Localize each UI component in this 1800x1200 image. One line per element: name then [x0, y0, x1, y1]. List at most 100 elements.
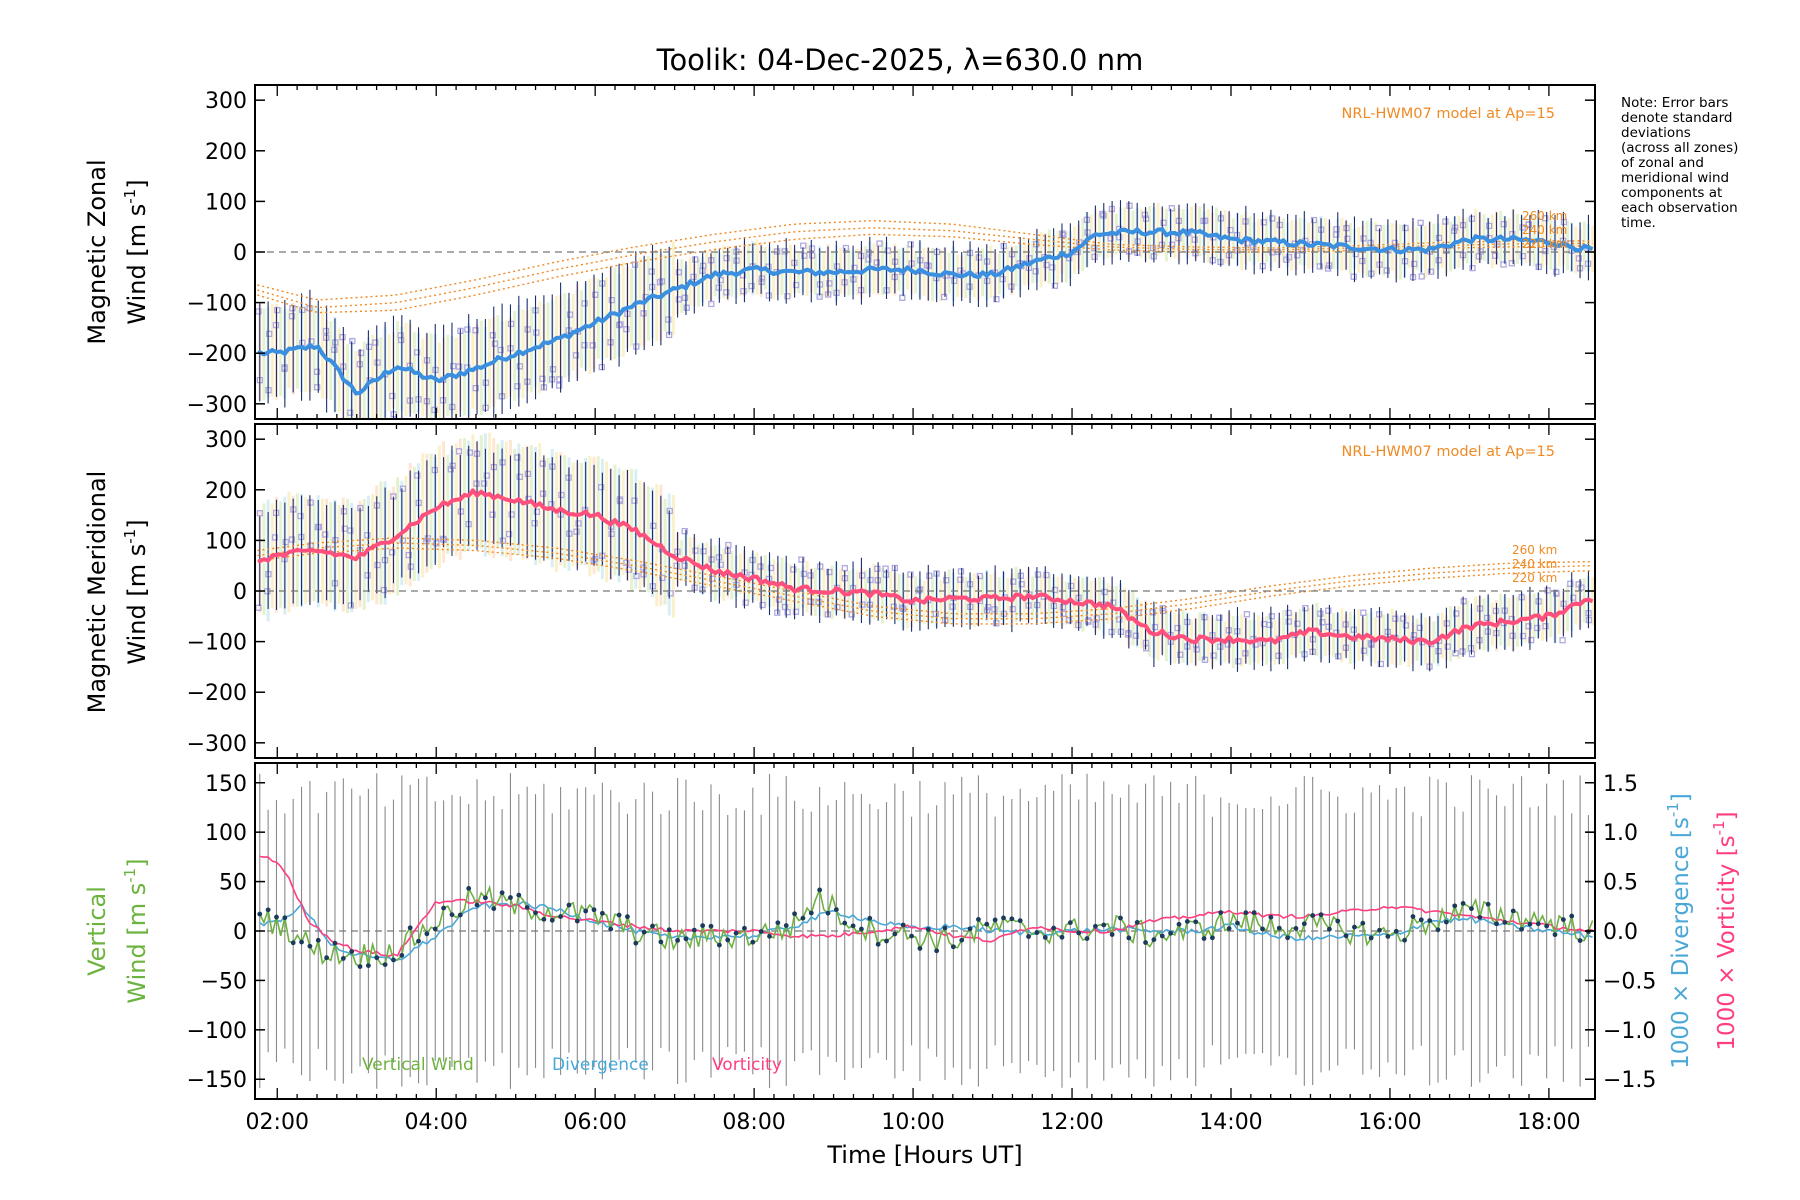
vertical-wind-point — [566, 902, 572, 908]
zone-point — [1435, 257, 1442, 264]
vertical-wind-point — [482, 895, 488, 901]
mean-wind-point — [1172, 231, 1177, 236]
mean-wind-point — [1536, 613, 1541, 618]
zone-point — [489, 332, 496, 339]
vertical-wind-point — [1377, 927, 1382, 933]
mean-wind-point — [934, 597, 939, 603]
zone-point — [282, 538, 289, 546]
zone-point — [767, 564, 775, 572]
mean-wind-point — [1323, 241, 1328, 247]
mean-wind-point — [758, 580, 764, 586]
zone-point — [1275, 652, 1282, 659]
zone-point — [1317, 610, 1324, 617]
mean-wind-point — [1335, 241, 1340, 247]
zone-point — [907, 241, 914, 248]
meridional-alt-260: 260 km — [1512, 543, 1557, 557]
mean-wind-point — [1348, 635, 1353, 641]
vertical-wind-point — [1184, 919, 1190, 924]
mean-wind-point — [671, 554, 676, 559]
vertical-wind-point — [1176, 921, 1182, 927]
vorticity-axis-label-text: 1000 × Vorticity [s-1] — [1710, 811, 1740, 1050]
zone-point — [1484, 614, 1491, 622]
vertical-wind-point — [1301, 921, 1307, 927]
mean-wind-point — [1498, 617, 1503, 622]
mean-wind-point — [420, 375, 425, 380]
zone-point — [957, 568, 965, 575]
vertical-wind-point — [842, 920, 848, 926]
zone-point — [1091, 253, 1098, 261]
vertical-wind-point — [457, 912, 463, 918]
zone-point — [859, 601, 866, 608]
zone-point — [1519, 224, 1526, 231]
zone-point — [675, 296, 683, 303]
mean-wind-point — [1134, 227, 1140, 232]
vertical-wind-point — [265, 907, 271, 913]
zone-point — [759, 601, 766, 609]
vertical-wind-point — [1535, 921, 1541, 927]
mean-wind-point — [1548, 241, 1554, 246]
zonal-alt-260: 260 km — [1522, 209, 1567, 223]
zone-point — [1544, 587, 1551, 594]
vertical-wind-point — [984, 921, 990, 927]
mean-wind-point — [1348, 246, 1353, 251]
vertical-wind-point — [775, 920, 781, 926]
mean-wind-point — [1247, 640, 1253, 645]
vertical-wind-point — [892, 931, 898, 937]
mean-wind-point — [733, 574, 739, 579]
mean-wind-point — [520, 500, 526, 506]
zone-point — [483, 472, 490, 479]
zone-point — [809, 252, 816, 259]
mean-wind-point — [1561, 240, 1566, 245]
vertical-wind-point — [608, 926, 614, 932]
zone-point — [473, 480, 480, 487]
zone-point — [1444, 643, 1451, 650]
zone-point — [424, 535, 432, 542]
note-line: deviations — [1621, 125, 1691, 141]
mean-wind-point — [1485, 620, 1491, 626]
mean-wind-point — [959, 274, 964, 279]
zone-point — [299, 306, 306, 314]
zone-point — [389, 549, 396, 556]
zone-point — [1360, 609, 1367, 616]
vertical-wind-point — [1109, 932, 1115, 937]
mean-wind-point — [1310, 627, 1315, 632]
mean-wind-point — [332, 362, 338, 368]
mean-wind-point — [871, 266, 877, 271]
mean-wind-point — [1134, 620, 1140, 625]
zonal-x-ticks — [276, 85, 1550, 419]
zone-point — [700, 548, 707, 555]
zone-point — [1316, 263, 1323, 270]
vertical-wind-point — [1201, 936, 1207, 941]
zone-point — [581, 342, 588, 349]
zone-point — [405, 551, 412, 559]
vertical-wind-point — [833, 907, 839, 912]
zone-point — [631, 261, 639, 268]
zone-point — [507, 320, 515, 328]
vertical-wind-point — [867, 915, 873, 921]
divergence-label-main: 1000 × Divergence [s — [1668, 817, 1694, 1069]
zone-point — [374, 561, 381, 569]
zone-point — [784, 293, 791, 300]
divergence-line — [259, 900, 1593, 963]
zone-point — [389, 392, 396, 400]
vertical-wind-point — [1410, 914, 1416, 919]
vertical-wind-point — [1352, 924, 1357, 930]
zone-point — [1416, 624, 1424, 631]
vertical-wind-point — [1076, 930, 1082, 936]
zone-point — [650, 522, 657, 529]
zone-point — [307, 542, 314, 549]
vertical-wind-point — [1101, 922, 1107, 928]
mean-wind-point — [984, 593, 989, 598]
zone-point — [539, 490, 547, 497]
vertical-wind-point — [407, 925, 413, 931]
vertical-wind-point — [859, 926, 864, 932]
mean-wind-point — [508, 354, 513, 359]
zone-point — [623, 559, 630, 566]
mean-wind-point — [746, 577, 751, 583]
zone-point — [1049, 264, 1056, 271]
vertical-wind-point — [1393, 928, 1399, 934]
zone-point — [414, 472, 421, 479]
mean-wind-point — [1523, 616, 1528, 622]
zone-point — [464, 326, 471, 333]
zone-point — [558, 491, 565, 499]
